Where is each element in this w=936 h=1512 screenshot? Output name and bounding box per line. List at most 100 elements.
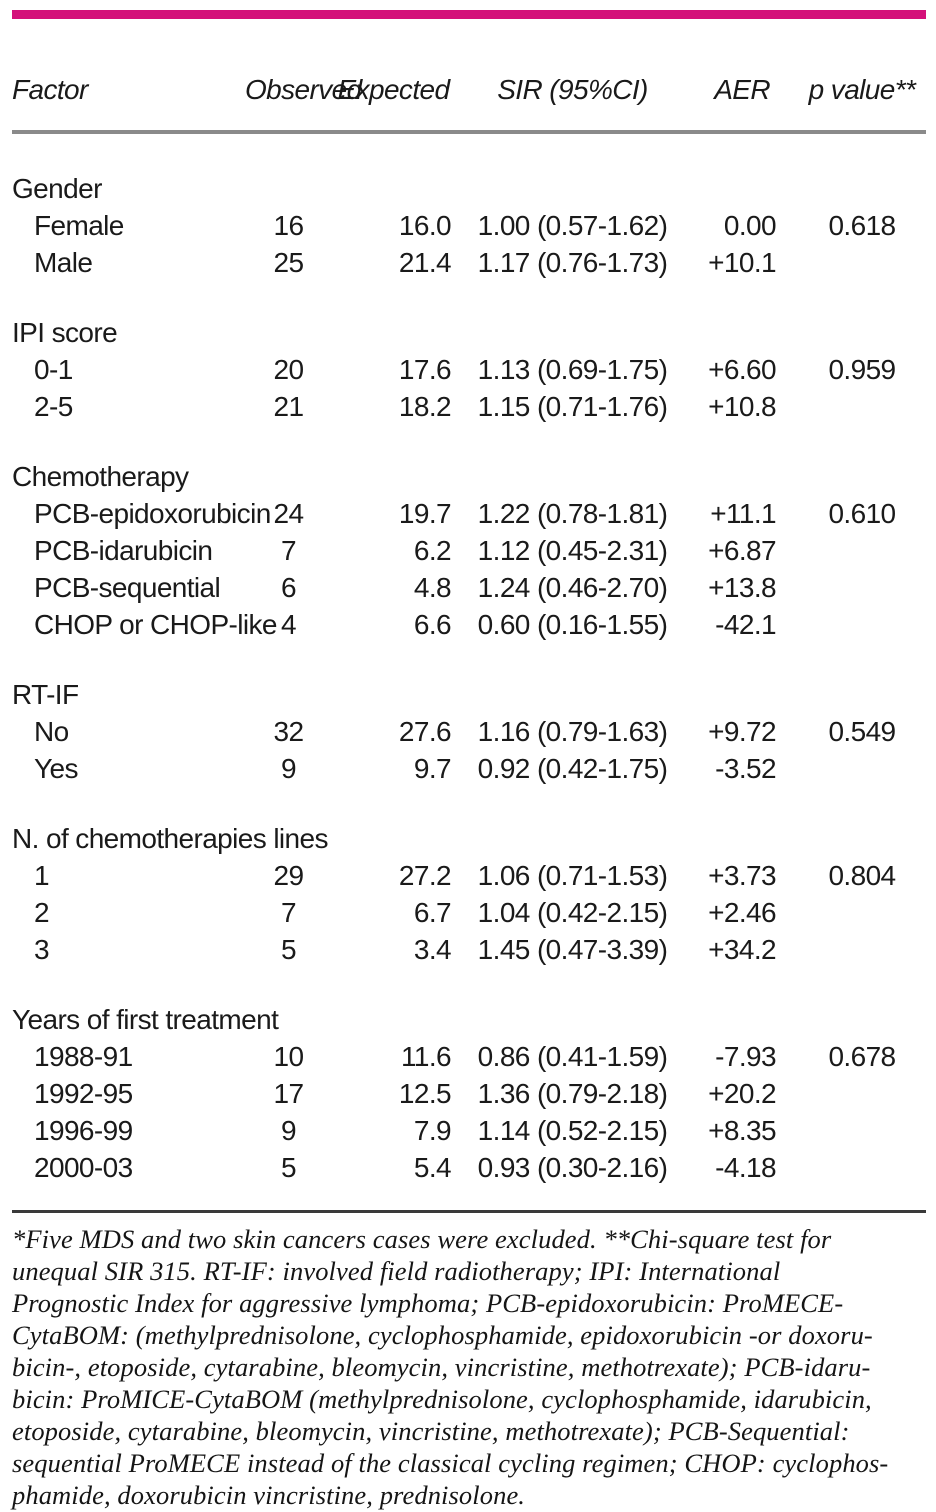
cell-p-value: 0.959	[828, 354, 896, 385]
cell-p-value: 0.549	[828, 716, 896, 747]
cell-sir: 0.60 (0.16-1.55)	[477, 609, 668, 640]
cell-expected: 17.6	[398, 354, 452, 385]
cell-sir: 1.45 (0.47-3.39)	[477, 934, 668, 965]
cell-factor: 0-1	[34, 354, 73, 385]
table-section: Years of first treatment 1988-91 10 11.6 0.8…	[12, 1001, 926, 1186]
table-row: 1988-91 10 11.6 0.86 (0.41-1.59) -7.93 0.678	[12, 1038, 926, 1075]
cell-expected: 27.2	[398, 860, 452, 891]
cell-aer: +20.2	[708, 1078, 776, 1109]
cell-sir: 1.17 (0.76-1.73)	[477, 247, 668, 278]
cell-expected: 27.6	[398, 716, 452, 747]
table-row: 0-1 20 17.6 1.13 (0.69-1.75) +6.60 0.959	[12, 351, 926, 388]
table-section: N. of chemotherapies lines 1 29 27.2 1.06 (0…	[12, 820, 926, 968]
cell-aer: +10.1	[708, 247, 776, 278]
cell-expected: 6.2	[413, 535, 452, 566]
cell-sir: 1.06 (0.71-1.53)	[477, 860, 668, 891]
cell-expected: 6.6	[413, 609, 452, 640]
cell-expected: 5.4	[413, 1152, 452, 1183]
footer-rule	[12, 1210, 926, 1213]
cell-factor: PCB-epidoxorubicin	[34, 498, 271, 529]
column-header-factor: Factor	[12, 74, 88, 105]
cell-factor: PCB-idarubicin	[34, 535, 213, 566]
table-row: No 32 27.6 1.16 (0.79-1.63) +9.72 0.549	[12, 713, 926, 750]
table-row: Female 16 16.0 1.00 (0.57-1.62) 0.00 0.618	[12, 207, 926, 244]
cell-aer: +10.8	[708, 391, 776, 422]
cell-expected: 9.7	[413, 753, 452, 784]
cell-aer: +6.87	[708, 535, 776, 566]
cell-p-value: 0.804	[828, 860, 896, 891]
cell-expected: 16.0	[398, 210, 452, 241]
cell-aer: +8.35	[708, 1115, 776, 1146]
cell-factor: 1996-99	[34, 1115, 133, 1146]
cell-aer: +34.2	[708, 934, 776, 965]
cell-factor: 1988-91	[34, 1041, 133, 1072]
section-label: Chemotherapy	[12, 461, 189, 492]
cell-sir: 0.93 (0.30-2.16)	[477, 1152, 668, 1183]
cell-factor: 2-5	[34, 391, 73, 422]
column-header-aer: AER	[714, 74, 770, 105]
cell-sir: 1.15 (0.71-1.76)	[477, 391, 668, 422]
cell-factor: Male	[34, 247, 93, 278]
section-label: Gender	[12, 173, 102, 204]
table-row: 2000-03 5 5.4 0.93 (0.30-2.16) -4.18	[12, 1149, 926, 1186]
table-footnote: *Five MDS and two skin cancers cases wer…	[12, 1224, 889, 1510]
cell-observed: 17	[273, 1078, 305, 1109]
cell-observed: 24	[273, 498, 305, 529]
statistics-table: Factor Observed Expected SIR (95%CI) AER…	[12, 19, 926, 1186]
cell-expected: 4.8	[413, 572, 452, 603]
cell-observed: 7	[281, 535, 297, 566]
cell-sir: 0.86 (0.41-1.59)	[477, 1041, 668, 1072]
section-header-row: RT-IF	[12, 676, 926, 713]
section-label: RT-IF	[12, 679, 79, 710]
table-row: 2-5 21 18.2 1.15 (0.71-1.76) +10.8	[12, 388, 926, 425]
column-header-expected: Expected	[337, 74, 451, 105]
table-row: CHOP or CHOP-like 4 6.6 0.60 (0.16-1.55) -42…	[12, 606, 926, 643]
section-label: Years of first treatment	[12, 1004, 279, 1035]
cell-sir: 1.13 (0.69-1.75)	[477, 354, 668, 385]
section-header-row: IPI score	[12, 314, 926, 351]
cell-sir: 1.24 (0.46-2.70)	[477, 572, 668, 603]
cell-factor: 2	[34, 897, 50, 928]
cell-sir: 0.92 (0.42-1.75)	[477, 753, 668, 784]
cell-observed: 6	[281, 572, 297, 603]
table-header-row: Factor Observed Expected SIR (95%CI) AER…	[12, 19, 926, 108]
cell-aer: +2.46	[708, 897, 776, 928]
cell-observed: 7	[281, 897, 297, 928]
cell-factor: PCB-sequential	[34, 572, 221, 603]
cell-aer: +9.72	[708, 716, 776, 747]
column-header-sir: SIR (95%CI)	[497, 74, 648, 105]
table-section: IPI score 0-1 20 17.6 1.13 (0.69-1.75) +6.60 0…	[12, 314, 926, 425]
table-body: Gender Female 16 16.0 1.00 (0.57-1.62) 0.00 0.…	[12, 170, 926, 1186]
cell-aer: -4.18	[715, 1152, 776, 1183]
cell-sir: 1.16 (0.79-1.63)	[477, 716, 668, 747]
cell-expected: 21.4	[398, 247, 452, 278]
header-rule	[12, 130, 926, 134]
cell-observed: 9	[281, 753, 297, 784]
table-row: 3 5 3.4 1.45 (0.47-3.39) +34.2	[12, 931, 926, 968]
table-row: PCB-idarubicin 7 6.2 1.12 (0.45-2.31) +6.87	[12, 532, 926, 569]
cell-aer: -7.93	[715, 1041, 776, 1072]
table-row: PCB-sequential 6 4.8 1.24 (0.46-2.70) +13.8	[12, 569, 926, 606]
cell-observed: 16	[273, 210, 305, 241]
column-header-p-value: p value**	[808, 74, 916, 105]
table-section: RT-IF No 32 27.6 1.16 (0.79-1.63) +9.72 0.549 Y…	[12, 676, 926, 787]
cell-factor: Female	[34, 210, 124, 241]
cell-aer: +6.60	[708, 354, 776, 385]
table-row: 1992-95 17 12.5 1.36 (0.79-2.18) +20.2	[12, 1075, 926, 1112]
table-section: Gender Female 16 16.0 1.00 (0.57-1.62) 0.00 0.…	[12, 170, 926, 281]
cell-factor: Yes	[34, 753, 78, 784]
paper-table-page: Factor Observed Expected SIR (95%CI) AER…	[0, 10, 936, 1512]
cell-expected: 11.6	[400, 1041, 452, 1072]
table-row: 1996-99 9 7.9 1.14 (0.52-2.15) +8.35	[12, 1112, 926, 1149]
cell-sir: 1.00 (0.57-1.62)	[477, 210, 668, 241]
section-header-row: Chemotherapy	[12, 458, 926, 495]
cell-p-value: 0.618	[828, 210, 896, 241]
cell-expected: 12.5	[398, 1078, 452, 1109]
cell-expected: 3.4	[413, 934, 452, 965]
cell-sir: 1.12 (0.45-2.31)	[477, 535, 668, 566]
cell-observed: 25	[273, 247, 305, 278]
table-row: PCB-epidoxorubicin 24 19.7 1.22 (0.78-1.81)…	[12, 495, 926, 532]
accent-bar	[12, 10, 926, 19]
table-row: Male 25 21.4 1.17 (0.76-1.73) +10.1	[12, 244, 926, 281]
cell-expected: 18.2	[398, 391, 452, 422]
